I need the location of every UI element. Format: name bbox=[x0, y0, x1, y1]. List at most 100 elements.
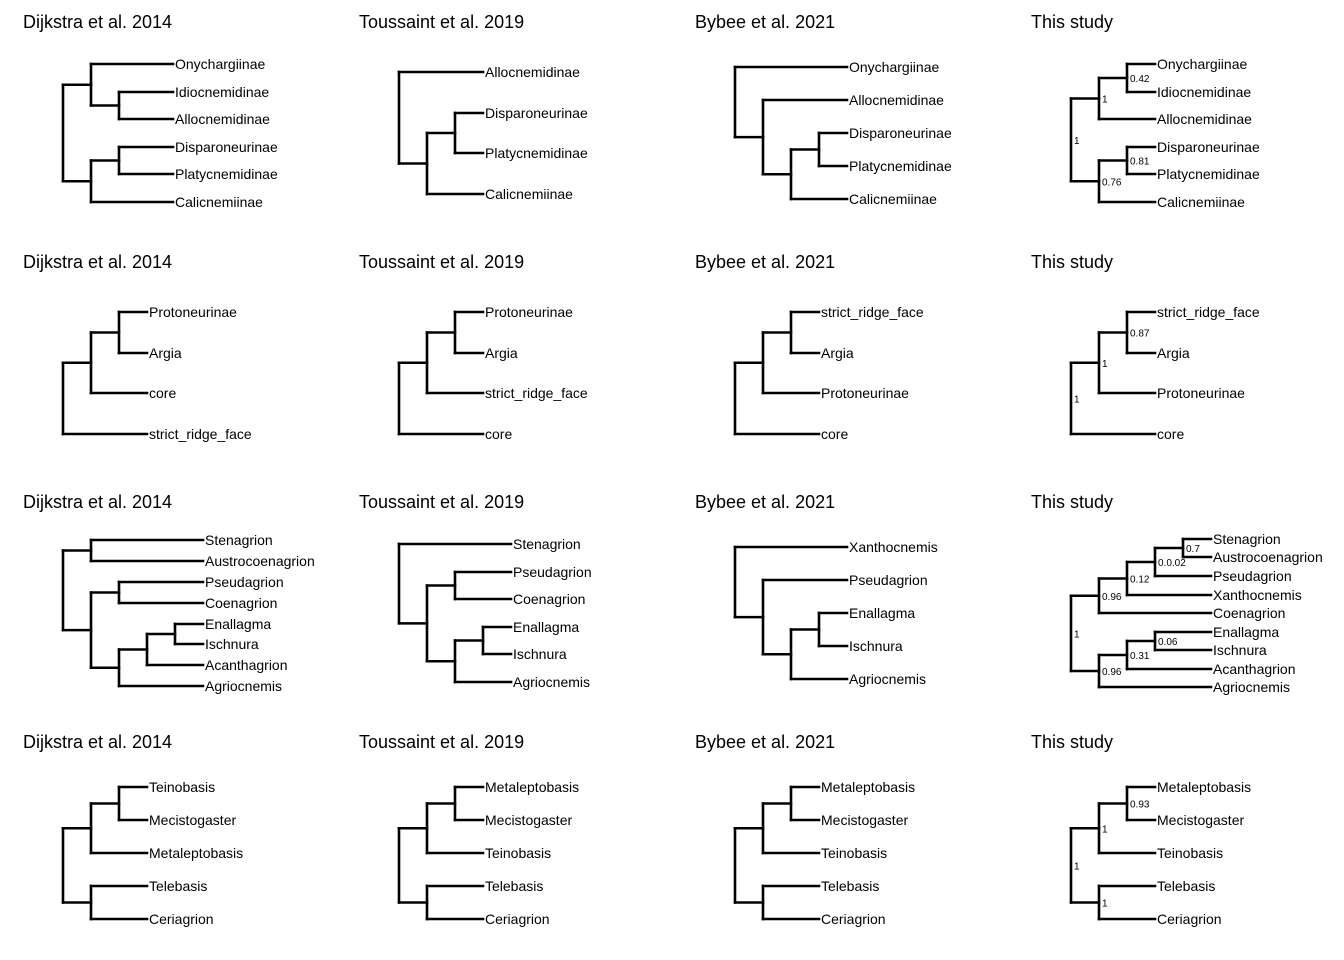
taxon-label: Xanthocnemis bbox=[1213, 587, 1302, 603]
taxon-label: Calicnemiinae bbox=[1157, 194, 1245, 210]
taxon-label: Metaleptobasis bbox=[821, 779, 915, 795]
taxon-label: Mecistogaster bbox=[1157, 812, 1244, 828]
taxon-label: Allocnemidinae bbox=[849, 92, 944, 108]
taxon-label: Ischnura bbox=[205, 636, 259, 652]
support-value: 0.81 bbox=[1130, 157, 1150, 168]
tree-panel: Toussaint et al. 2019 Metaleptobasis Mecis… bbox=[359, 732, 579, 927]
taxon-label: strict_ridge_face bbox=[821, 304, 924, 320]
taxon-label: core bbox=[821, 426, 848, 442]
taxon-label: core bbox=[149, 385, 176, 401]
tree-panel: Bybee et al. 2021 Metaleptobasis Mecistoga… bbox=[695, 732, 915, 927]
taxon-label: Enallagma bbox=[1213, 624, 1279, 640]
taxon-label: Metaleptobasis bbox=[149, 845, 243, 861]
taxon-label: Ischnura bbox=[1213, 642, 1267, 658]
taxon-label: Teinobasis bbox=[821, 845, 887, 861]
tree-panel: Bybee et al. 2021 strict_ridge_face Argia P… bbox=[695, 252, 924, 442]
panel-title: Toussaint et al. 2019 bbox=[359, 732, 524, 752]
taxon-label: Ceriagrion bbox=[821, 911, 886, 927]
taxon-label: Ceriagrion bbox=[485, 911, 550, 927]
taxon-label: Disparoneurinae bbox=[175, 139, 278, 155]
taxon-label: Enallagma bbox=[205, 616, 271, 632]
taxon-label: Austrocoenagrion bbox=[205, 553, 315, 569]
tree-panel: This study Metaleptobasis Mecistogaster Tei… bbox=[1031, 732, 1251, 927]
taxon-label: Stenagrion bbox=[205, 532, 273, 548]
taxon-label: Teinobasis bbox=[149, 779, 215, 795]
tree-panel: Bybee et al. 2021 Xanthocnemis Pseudagrion… bbox=[695, 492, 938, 687]
taxon-label: Protoneurinae bbox=[821, 385, 909, 401]
tree-panel: Bybee et al. 2021 Onychargiinae Allocnemid… bbox=[695, 12, 952, 207]
taxon-label: Platycnemidinae bbox=[485, 145, 588, 161]
taxon-label: Argia bbox=[149, 345, 182, 361]
taxon-label: Platycnemidinae bbox=[175, 166, 278, 182]
taxon-label: Pseudagrion bbox=[513, 564, 592, 580]
taxon-label: Calicnemiinae bbox=[849, 191, 937, 207]
taxon-label: Ischnura bbox=[513, 646, 567, 662]
taxon-label: Metaleptobasis bbox=[485, 779, 579, 795]
panel-title: Bybee et al. 2021 bbox=[695, 492, 835, 512]
taxon-label: Argia bbox=[485, 345, 518, 361]
support-value: 0.42 bbox=[1130, 74, 1150, 85]
support-value: 0.06 bbox=[1158, 637, 1178, 648]
support-value: 0.93 bbox=[1130, 800, 1150, 811]
taxon-label: Teinobasis bbox=[485, 845, 551, 861]
tree-panel: Dijkstra et al. 2014 Teinobasis Mecistogas… bbox=[23, 732, 243, 927]
taxon-label: Pseudagrion bbox=[849, 572, 928, 588]
taxon-label: Disparoneurinae bbox=[849, 125, 952, 141]
taxon-label: Acanthagrion bbox=[205, 657, 288, 673]
taxon-label: Ceriagrion bbox=[1157, 911, 1222, 927]
support-value: 0.7 bbox=[1186, 544, 1200, 555]
panel-title: Dijkstra et al. 2014 bbox=[23, 732, 172, 752]
taxon-label: Protoneurinae bbox=[149, 304, 237, 320]
taxon-label: Allocnemidinae bbox=[485, 64, 580, 80]
taxon-label: strict_ridge_face bbox=[149, 426, 252, 442]
support-value: 1 bbox=[1074, 394, 1080, 405]
taxon-label: Ischnura bbox=[849, 638, 903, 654]
taxon-label: Mecistogaster bbox=[821, 812, 908, 828]
panel-title: This study bbox=[1031, 252, 1113, 272]
taxon-label: Stenagrion bbox=[513, 536, 581, 552]
taxon-label: Agriocnemis bbox=[205, 678, 282, 694]
panel-title: Toussaint et al. 2019 bbox=[359, 252, 524, 272]
support-value: 0.31 bbox=[1130, 651, 1150, 662]
panel-title: Bybee et al. 2021 bbox=[695, 732, 835, 752]
taxon-label: Argia bbox=[1157, 345, 1190, 361]
taxon-label: Idiocnemidinae bbox=[1157, 84, 1251, 100]
support-value: 1 bbox=[1074, 136, 1080, 147]
support-value: 0.96 bbox=[1102, 667, 1122, 678]
taxon-label: strict_ridge_face bbox=[485, 385, 588, 401]
taxon-label: Coenagrion bbox=[513, 591, 585, 607]
taxon-label: Mecistogaster bbox=[149, 812, 236, 828]
taxon-label: Protoneurinae bbox=[1157, 385, 1245, 401]
taxon-label: Onychargiinae bbox=[1157, 56, 1247, 72]
panel-title: Dijkstra et al. 2014 bbox=[23, 492, 172, 512]
taxon-label: Disparoneurinae bbox=[1157, 139, 1260, 155]
panel-title: Dijkstra et al. 2014 bbox=[23, 252, 172, 272]
taxon-label: Mecistogaster bbox=[485, 812, 572, 828]
panel-title: Bybee et al. 2021 bbox=[695, 252, 835, 272]
tree-panel: Dijkstra et al. 2014 Protoneurinae Argia co… bbox=[23, 252, 252, 442]
taxon-label: Pseudagrion bbox=[205, 574, 284, 590]
tree-panel: Toussaint et al. 2019 Protoneurinae Argia s… bbox=[359, 252, 588, 442]
taxon-label: Argia bbox=[821, 345, 854, 361]
taxon-label: Telebasis bbox=[485, 878, 543, 894]
taxon-label: Onychargiinae bbox=[175, 56, 265, 72]
tree-panel: This study Stenagrion Austrocoenagrion Pseu… bbox=[1031, 492, 1323, 695]
panel-title: This study bbox=[1031, 12, 1113, 32]
tree-panel: This study Onychargiinae Idiocnemidinae All… bbox=[1031, 12, 1260, 210]
support-value: 1 bbox=[1102, 359, 1108, 370]
support-value: 0.12 bbox=[1130, 575, 1150, 586]
taxon-label: strict_ridge_face bbox=[1157, 304, 1260, 320]
taxon-label: core bbox=[485, 426, 512, 442]
taxon-label: Allocnemidinae bbox=[1157, 111, 1252, 127]
support-value: 0.76 bbox=[1102, 177, 1122, 188]
taxon-label: Metaleptobasis bbox=[1157, 779, 1251, 795]
taxon-label: Enallagma bbox=[513, 619, 579, 635]
taxon-label: Calicnemiinae bbox=[175, 194, 263, 210]
taxon-label: core bbox=[1157, 426, 1184, 442]
taxon-label: Enallagma bbox=[849, 605, 915, 621]
taxon-label: Platycnemidinae bbox=[1157, 166, 1260, 182]
taxon-label: Ceriagrion bbox=[149, 911, 214, 927]
taxon-label: Allocnemidinae bbox=[175, 111, 270, 127]
panel-title: This study bbox=[1031, 492, 1113, 512]
support-value: 0.87 bbox=[1130, 329, 1150, 340]
